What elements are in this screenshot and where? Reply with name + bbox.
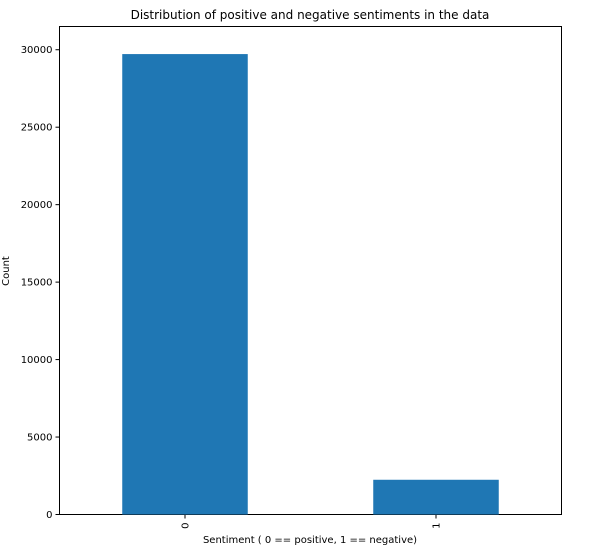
y-tick-label: 30000	[21, 45, 53, 56]
x-tick-label: 1	[432, 523, 443, 529]
y-tick-label: 25000	[21, 123, 53, 134]
y-tick-label: 20000	[21, 200, 53, 211]
bar-0	[122, 54, 248, 515]
y-tick-label: 15000	[21, 278, 53, 289]
y-tick-label: 5000	[27, 433, 52, 444]
x-axis-label: Sentiment ( 0 == positive, 1 == negative…	[203, 535, 417, 546]
y-tick-label: 0	[46, 510, 52, 521]
bar-1	[373, 479, 499, 515]
chart-title: Distribution of positive and negative se…	[131, 8, 490, 22]
x-tick-label: 0	[181, 523, 192, 529]
y-axis-label: Count	[1, 256, 12, 286]
bars	[122, 54, 499, 515]
y-axis: 0 5000 10000 15000 20000 25000 30000	[21, 45, 60, 521]
y-tick-label: 10000	[21, 355, 53, 366]
plot-area	[59, 26, 562, 515]
